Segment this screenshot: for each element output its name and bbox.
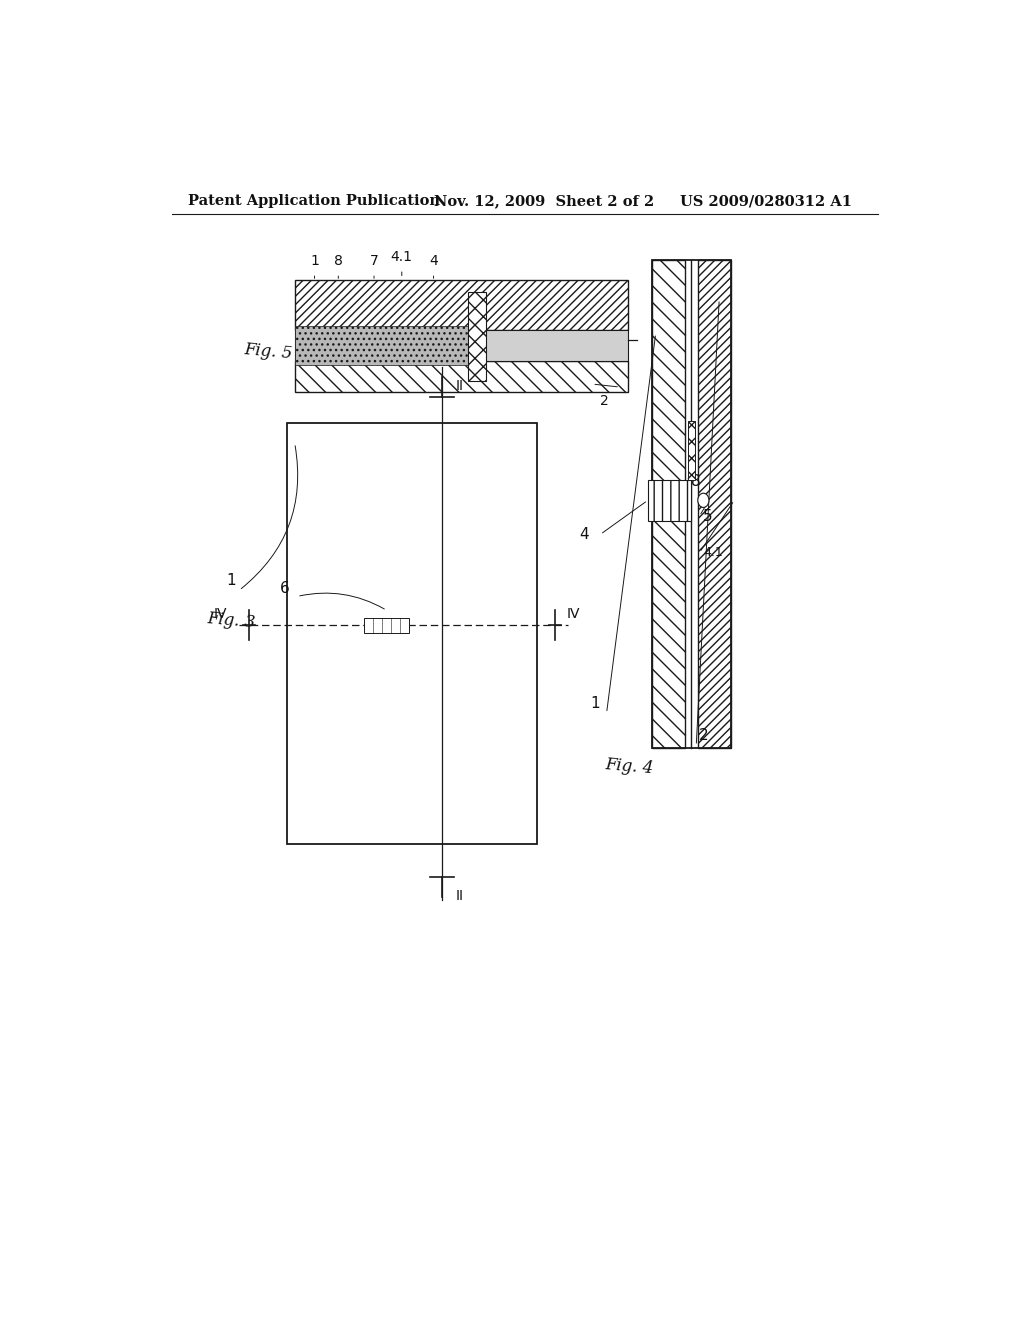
Bar [295,326,468,364]
Text: 4: 4 [429,255,438,268]
FancyArrowPatch shape [242,446,298,589]
Bar [295,360,628,392]
Text: IV: IV [213,607,226,622]
Text: 5: 5 [702,508,712,524]
Text: Nov. 12, 2009  Sheet 2 of 2: Nov. 12, 2009 Sheet 2 of 2 [433,194,653,209]
Text: II: II [456,379,464,393]
Bar [648,479,691,521]
Bar [652,260,731,748]
Bar [468,292,486,381]
Bar [688,421,694,479]
Text: US 2009/0280312 A1: US 2009/0280312 A1 [680,194,852,209]
Text: Fig. 3: Fig. 3 [206,610,256,631]
Text: 1: 1 [310,255,318,268]
Text: Fig. 4: Fig. 4 [604,755,654,776]
Text: 6: 6 [281,581,290,595]
Bar [697,260,731,748]
Bar [652,260,685,748]
Text: 8: 8 [690,474,700,490]
Text: Patent Application Publication: Patent Application Publication [187,194,439,209]
Text: II: II [456,890,464,903]
Text: 1: 1 [590,696,599,710]
Bar [287,422,537,845]
Bar [295,280,628,330]
Text: 8: 8 [334,255,343,268]
Circle shape [697,494,709,507]
Bar [365,618,410,632]
Text: 2: 2 [600,395,609,408]
Text: 4: 4 [580,527,589,543]
Text: 1: 1 [226,573,236,587]
Text: 4.1: 4.1 [703,546,724,560]
Text: Fig. 5: Fig. 5 [243,341,293,362]
Bar [295,330,628,360]
Text: IV: IV [566,607,580,622]
FancyArrowPatch shape [300,593,384,609]
Text: 7: 7 [370,255,379,268]
Text: 2: 2 [699,729,709,743]
Text: 4.1: 4.1 [391,249,413,264]
